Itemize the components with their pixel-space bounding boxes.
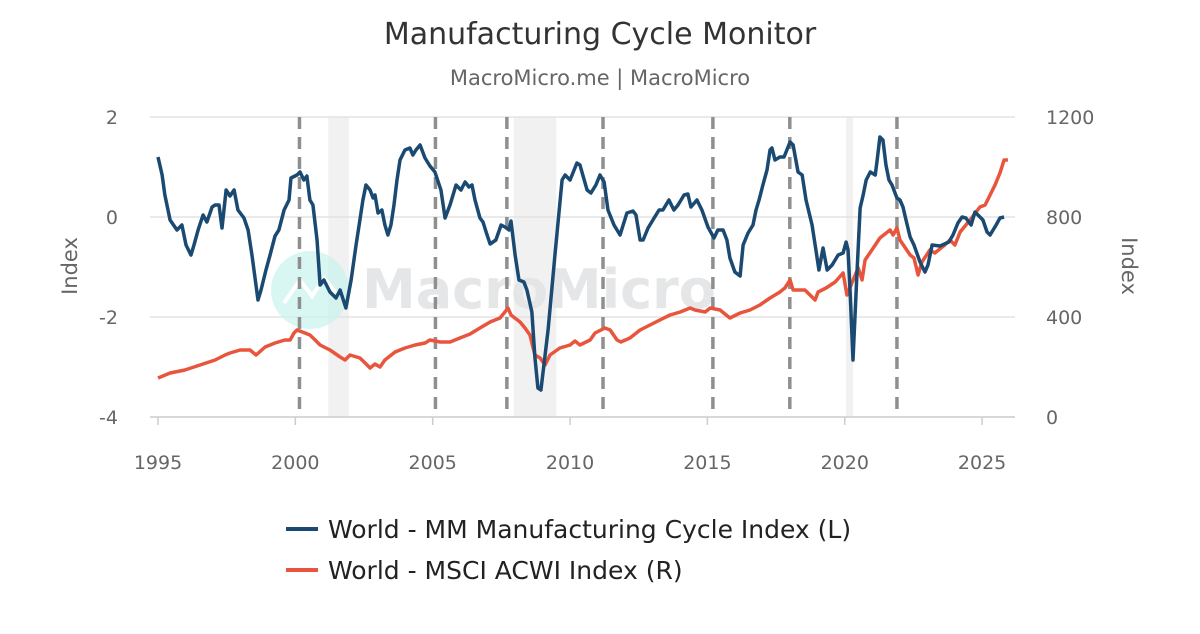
y-right-tick-label: 1200 [1046, 107, 1094, 129]
watermark: MacroMicro [271, 251, 716, 329]
y-right-tick-label: 0 [1046, 407, 1058, 429]
x-tick-label: 2005 [409, 452, 457, 474]
x-tick-label: 1995 [134, 452, 182, 474]
chart-subtitle: MacroMicro.me | MacroMicro [450, 66, 750, 91]
series-line-mfg-cycle [156, 135, 1005, 392]
legend: World - MM Manufacturing Cycle Index (L)… [286, 515, 851, 585]
x-tick-label: 2010 [546, 452, 594, 474]
legend-item-mfg-cycle[interactable]: World - MM Manufacturing Cycle Index (L) [286, 515, 851, 544]
legend-label-msci-acwi: World - MSCI ACWI Index (R) [328, 556, 683, 585]
y-right-tick-label: 800 [1046, 207, 1082, 229]
y-right-tick-label: 400 [1046, 307, 1082, 329]
y-left-tick-label: -2 [99, 307, 118, 329]
x-tick-label: 2020 [821, 452, 869, 474]
series-line-msci-acwi [157, 158, 1008, 380]
x-tick-label: 2025 [958, 452, 1006, 474]
chart-title: Manufacturing Cycle Monitor [384, 17, 817, 52]
y-axis-right-label: Index [1117, 237, 1141, 295]
legend-label-mfg-cycle: World - MM Manufacturing Cycle Index (L) [328, 515, 851, 544]
y-left-tick-label: 0 [106, 207, 118, 229]
x-tick-label: 2000 [271, 452, 319, 474]
watermark-text: MacroMicro [362, 258, 716, 321]
y-left-tick-label: 2 [106, 107, 118, 129]
y-axis-left-label: Index [58, 237, 82, 295]
x-tick-label: 2015 [683, 452, 731, 474]
y-left-tick-label: -4 [99, 407, 118, 429]
legend-item-msci-acwi[interactable]: World - MSCI ACWI Index (R) [286, 556, 683, 585]
watermark-logo-mountain-icon [282, 274, 338, 305]
